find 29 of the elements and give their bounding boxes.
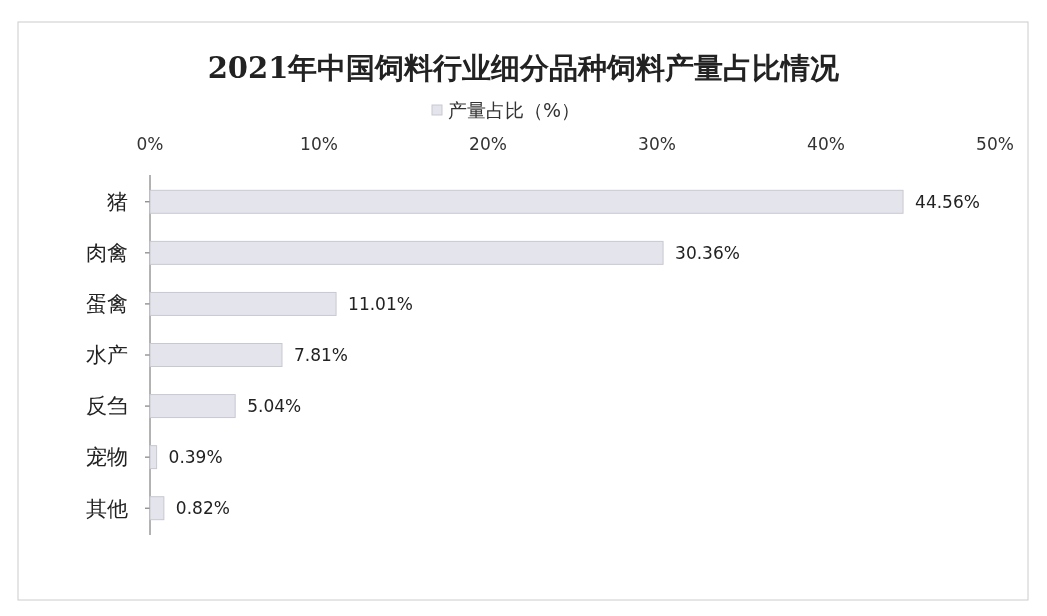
data-label: 30.36% xyxy=(675,242,740,263)
bar xyxy=(149,445,158,470)
data-label: 11.01% xyxy=(348,293,413,314)
bar xyxy=(149,291,337,316)
y-tick-label: 肉禽 xyxy=(86,241,128,266)
chart-title: 2021年中国饲料行业细分品种饲料产量占比情况 xyxy=(207,51,841,85)
x-tick-label: 50% xyxy=(976,134,1014,154)
x-tick-label: 0% xyxy=(136,134,164,154)
data-label: 5.04% xyxy=(247,396,302,417)
y-tick-label: 宠物 xyxy=(86,445,128,470)
legend-label: 产量占比（%） xyxy=(448,98,581,121)
bar xyxy=(149,189,904,214)
y-tick-label: 蛋禽 xyxy=(86,292,128,317)
x-tick-label: 30% xyxy=(638,134,676,154)
bar xyxy=(149,240,664,265)
bar xyxy=(149,496,165,521)
y-tick-label: 猪 xyxy=(107,190,128,215)
data-label: 7.81% xyxy=(293,344,348,365)
y-tick-label: 水产 xyxy=(86,343,128,368)
x-tick-label: 40% xyxy=(807,134,845,154)
x-tick-label: 20% xyxy=(469,134,507,154)
data-label: 0.39% xyxy=(168,447,223,468)
data-label: 0.82% xyxy=(175,498,230,519)
bar xyxy=(149,343,283,367)
bar xyxy=(149,394,236,419)
x-tick-label: 10% xyxy=(300,134,338,154)
data-label: 44.56% xyxy=(915,191,980,212)
y-tick-label: 其他 xyxy=(86,496,128,521)
y-tick-label: 反刍 xyxy=(86,394,128,419)
